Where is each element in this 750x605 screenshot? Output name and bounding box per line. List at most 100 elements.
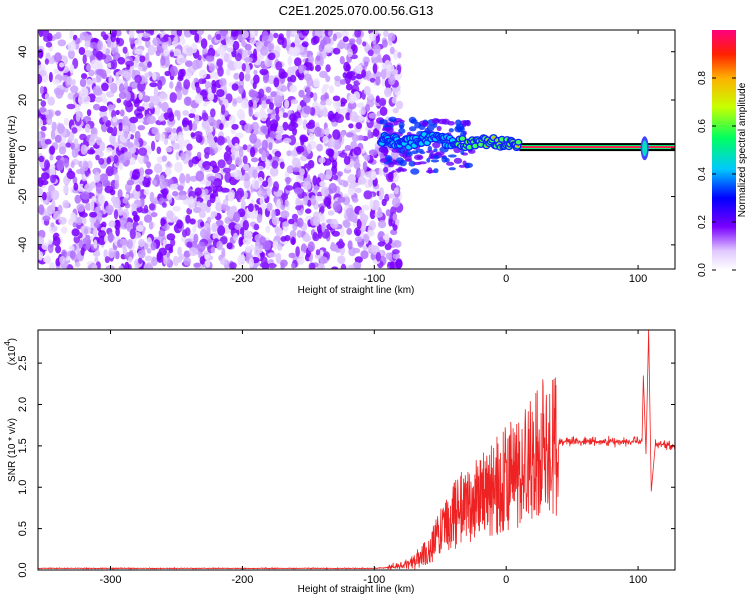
noise-speckle — [144, 263, 154, 269]
transition-speckle — [458, 164, 466, 168]
noise-speckle — [169, 65, 178, 77]
noise-speckle — [203, 163, 210, 171]
noise-speckle — [177, 246, 183, 256]
noise-speckle — [186, 207, 193, 215]
snr-x-label: Height of straight line (km) — [298, 584, 415, 595]
snr-y-ticks: 0.0 0.5 1.0 1.5 2.0 2.5 — [17, 355, 675, 578]
noise-speckle — [375, 251, 381, 262]
noise-speckle — [210, 246, 216, 254]
noise-speckle — [122, 197, 129, 204]
noise-speckle — [193, 262, 201, 268]
noise-speckle — [303, 105, 312, 115]
noise-speckle — [195, 170, 205, 182]
noise-speckle — [74, 104, 81, 113]
noise-speckle — [129, 147, 137, 154]
noise-speckle — [149, 30, 155, 36]
noise-speckle — [93, 239, 98, 249]
noise-speckle — [104, 185, 114, 194]
spectrogram-marks — [38, 30, 675, 269]
noise-speckle — [332, 33, 337, 42]
noise-speckle — [342, 72, 347, 79]
noise-speckle — [106, 37, 112, 48]
noise-speckle — [290, 99, 299, 105]
transition-speckle — [378, 146, 388, 153]
noise-speckle — [172, 191, 179, 197]
noise-speckle — [66, 103, 76, 110]
noise-speckle — [319, 181, 327, 187]
noise-speckle — [233, 169, 242, 181]
noise-speckle — [242, 220, 249, 231]
noise-speckle — [144, 168, 153, 175]
colorbar-tick-label: 0.8 — [697, 71, 708, 85]
transition-speckle — [427, 167, 433, 174]
noise-speckle — [200, 221, 205, 228]
transition-speckle — [381, 127, 392, 132]
noise-speckle — [354, 256, 363, 263]
noise-speckle — [302, 181, 312, 191]
noise-speckle — [67, 41, 76, 52]
noise-speckle — [378, 220, 387, 229]
noise-speckle — [71, 127, 78, 134]
snr-multiplier-close: ) — [7, 338, 18, 341]
noise-speckle — [211, 142, 218, 149]
noise-speckle — [324, 127, 330, 137]
noise-speckle — [339, 79, 346, 85]
noise-speckle — [101, 82, 109, 92]
noise-speckle — [193, 233, 199, 244]
noise-speckle — [361, 222, 367, 232]
noise-speckle — [219, 30, 228, 37]
noise-speckle — [44, 255, 52, 265]
noise-speckle — [71, 79, 76, 86]
noise-speckle — [273, 77, 280, 88]
noise-speckle — [356, 37, 362, 45]
noise-speckle — [231, 83, 239, 91]
noise-speckle — [280, 262, 285, 269]
noise-speckle — [388, 218, 393, 227]
noise-speckle — [98, 230, 106, 238]
noise-speckle — [332, 174, 339, 181]
noise-speckle — [144, 72, 150, 79]
noise-speckle — [113, 209, 119, 220]
signal-blob-core — [492, 136, 495, 139]
noise-speckle — [102, 116, 108, 123]
noise-speckle — [197, 241, 206, 253]
noise-speckle — [317, 263, 325, 269]
noise-speckle — [60, 226, 68, 234]
noise-speckle — [213, 119, 218, 130]
noise-speckle — [47, 96, 55, 106]
noise-speckle — [257, 177, 264, 184]
noise-speckle — [186, 143, 193, 151]
noise-speckle — [76, 203, 85, 212]
noise-speckle — [292, 46, 301, 55]
noise-speckle — [200, 228, 207, 239]
noise-speckle — [79, 31, 89, 41]
noise-speckle — [153, 163, 163, 174]
noise-speckle — [249, 133, 257, 144]
noise-speckle — [76, 216, 83, 226]
y-tick-label: 1.0 — [17, 480, 29, 495]
noise-speckle — [88, 137, 96, 147]
noise-speckle — [57, 204, 63, 215]
noise-speckle — [105, 166, 114, 177]
noise-speckle — [126, 179, 135, 186]
noise-speckle — [199, 256, 205, 265]
noise-speckle — [202, 47, 208, 55]
noise-speckle — [347, 174, 357, 184]
noise-speckle — [385, 209, 391, 217]
noise-speckle — [275, 227, 283, 237]
transition-speckle — [436, 125, 442, 132]
noise-speckle — [67, 49, 75, 60]
noise-speckle — [329, 243, 339, 252]
noise-speckle — [229, 114, 236, 126]
noise-speckle — [86, 109, 92, 117]
noise-speckle — [344, 144, 352, 151]
signal-blob-inner — [478, 142, 484, 147]
noise-speckle — [108, 220, 116, 228]
noise-speckle — [182, 110, 190, 116]
noise-speckle — [71, 228, 80, 237]
noise-speckle — [300, 243, 307, 254]
noise-speckle — [46, 205, 56, 215]
noise-speckle — [192, 59, 200, 70]
noise-speckle — [212, 211, 218, 217]
noise-speckle — [41, 242, 50, 251]
